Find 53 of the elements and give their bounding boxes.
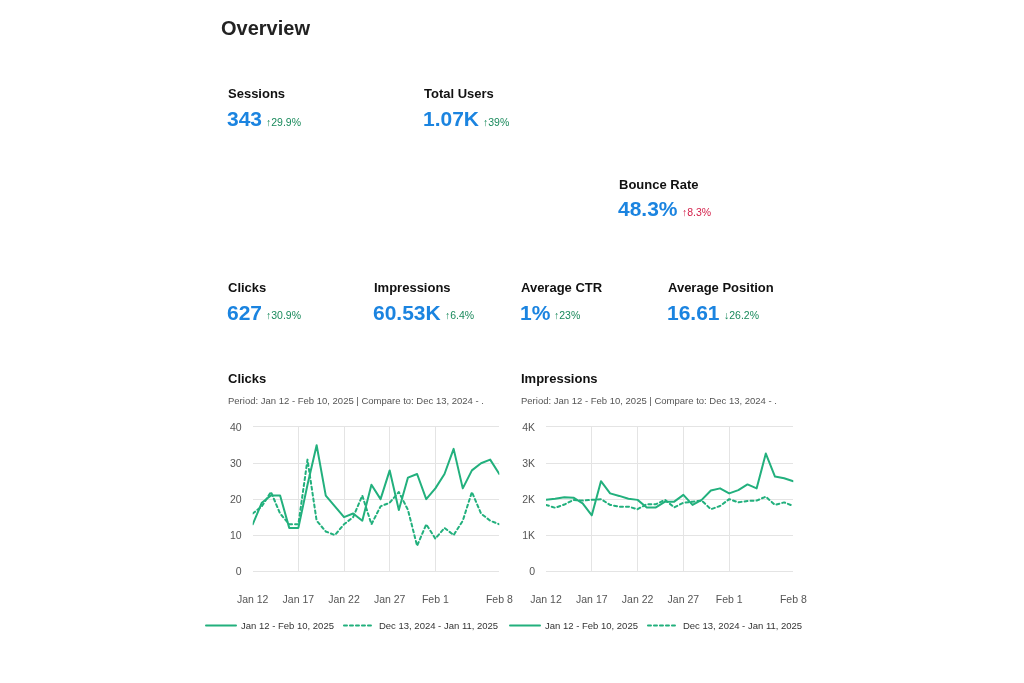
x-tick-label: Jan 17: [576, 592, 608, 605]
text: Total Users: [424, 86, 494, 101]
y-tick-label: 2K: [522, 492, 535, 505]
text: ↑29.9%: [266, 116, 302, 128]
legend-label: Jan 12 - Feb 10, 2025: [545, 620, 638, 632]
y-tick-label: 30: [230, 456, 242, 469]
text: 343: [227, 107, 263, 130]
text: ↓26.2%: [724, 309, 760, 321]
x-tick-label: Jan 22: [328, 592, 360, 605]
chart-title: Clicks: [228, 371, 267, 386]
text: 1.07K: [423, 107, 480, 130]
y-tick-label: 0: [235, 564, 242, 577]
text: Bounce Rate: [619, 177, 699, 192]
text: ↑6.4%: [445, 309, 475, 321]
legend-label: Jan 12 - Feb 10, 2025: [241, 620, 334, 632]
y-tick-label: 40: [230, 420, 242, 433]
x-tick-label: Feb 1: [715, 592, 743, 605]
x-tick-label: Feb 1: [421, 592, 449, 605]
text: Clicks: [228, 280, 267, 295]
text: Overview: [221, 17, 311, 39]
y-tick-label: 10: [230, 528, 242, 541]
text: 1%: [520, 301, 551, 324]
text: Impressions: [374, 280, 451, 295]
line-series: [546, 452, 794, 517]
x-tick-label: Jan 27: [373, 592, 406, 605]
y-tick-label: 4K: [522, 420, 535, 433]
y-tick-label: 1K: [522, 528, 535, 541]
x-tick-label: Jan 12: [236, 592, 269, 605]
legend-label: Dec 13, 2024 - Jan 11, 2025: [682, 620, 803, 632]
x-tick-label: Feb 8: [779, 592, 807, 605]
text: Average CTR: [521, 280, 603, 295]
text: Sessions: [228, 86, 286, 101]
text: Average Position: [668, 280, 774, 295]
text: 48.3%: [618, 197, 678, 220]
text: ↑8.3%: [682, 206, 712, 218]
y-tick-label: 0: [529, 564, 536, 577]
chart-subtitle: Period: Jan 12 - Feb 10, 2025 | Compare to: Dec 13, 2024 - .: [521, 395, 777, 406]
text: ↑39%: [483, 116, 510, 128]
x-tick-label: Jan 12: [530, 592, 562, 605]
x-tick-label: Jan 17: [282, 592, 315, 605]
y-tick-label: 3K: [522, 456, 535, 469]
text: ↑23%: [554, 309, 581, 321]
x-tick-label: Jan 27: [667, 592, 700, 605]
x-tick-label: Jan 22: [621, 592, 654, 605]
chart-subtitle: Period: Jan 12 - Feb 10, 2025 | Compare to: Dec 13, 2024 - .: [228, 395, 484, 406]
text: 16.61: [667, 301, 720, 324]
x-tick-label: Feb 8: [485, 592, 513, 605]
text: 627: [227, 301, 263, 324]
text: 60.53K: [373, 301, 441, 324]
y-tick-label: 20: [230, 492, 242, 505]
legend-label: Dec 13, 2024 - Jan 11, 2025: [378, 620, 499, 632]
text: ↑30.9%: [266, 309, 302, 321]
chart-title: Impressions: [521, 371, 598, 386]
